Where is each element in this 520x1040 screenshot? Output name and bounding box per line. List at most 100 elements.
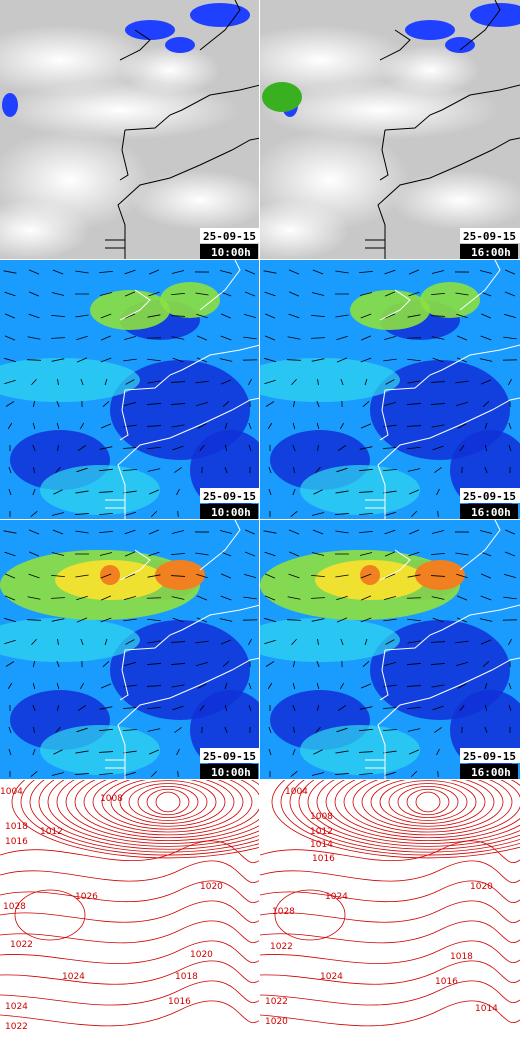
wind-arrow (197, 423, 207, 429)
wind-arrow (28, 573, 40, 579)
precip (2, 93, 18, 117)
isobar-label: 1020 (265, 1017, 288, 1027)
isobar (56, 780, 259, 844)
wind-arrow (480, 379, 492, 385)
wind-arrow (75, 270, 89, 274)
wind-arrow (264, 335, 276, 341)
isobar (65, 780, 259, 842)
wind-arrow (174, 727, 182, 733)
isobar-label: 1022 (5, 1022, 28, 1032)
wind-arrow (222, 400, 230, 408)
wind-arrow (149, 489, 159, 495)
date-label: 25-09-15 (463, 490, 516, 503)
wind-arrow (27, 596, 41, 600)
wind-arrow (56, 660, 60, 668)
wind-arrow (407, 706, 421, 710)
wind-arrow (55, 726, 61, 734)
wind-arrow (148, 529, 160, 535)
wind-arrow (384, 269, 396, 275)
wind-arrow (104, 378, 108, 386)
wind-arrow (336, 617, 348, 623)
wind-arrow (360, 683, 372, 689)
wind-arrow (508, 422, 512, 430)
isobar (260, 980, 520, 1006)
coastline (379, 389, 389, 441)
wind-arrow (432, 705, 444, 711)
wind-arrow (171, 270, 185, 274)
map-panel (260, 260, 520, 519)
wind-arrow (264, 379, 276, 385)
wind-arrow (222, 660, 230, 668)
wind-arrow (171, 575, 185, 577)
wind-arrow (335, 314, 349, 318)
wind-arrow (480, 335, 492, 341)
isobar (388, 783, 468, 821)
wind-arrow (224, 682, 228, 690)
wind-arrow (147, 685, 161, 687)
coastline (124, 344, 259, 391)
wind-arrow (360, 617, 372, 623)
wind-arrow (100, 617, 112, 623)
wind-arrow (431, 552, 445, 556)
wind-arrow (265, 401, 275, 407)
wind-arrow (461, 466, 463, 474)
wind-arrow (434, 727, 442, 733)
wind-arrow (437, 770, 439, 778)
wind-arrow (99, 270, 113, 274)
wind-arrow (287, 336, 301, 340)
isobar (146, 788, 190, 816)
wind-arrow (220, 291, 232, 297)
peak-field (100, 565, 120, 585)
wind-arrow (27, 359, 41, 361)
wind-arrow (455, 661, 469, 667)
wind-arrow (172, 617, 184, 623)
isobar (415, 791, 441, 813)
wind-arrow (317, 638, 319, 646)
wind-arrow (7, 422, 13, 430)
coastline (379, 649, 389, 701)
time-label: 16:00h (471, 766, 511, 779)
wind-arrow (504, 291, 516, 297)
isobar (74, 780, 259, 839)
wind-arrow (313, 749, 323, 755)
wind-arrow (149, 749, 159, 755)
wind-arrow (100, 423, 112, 429)
wind-arrow (244, 313, 256, 319)
wind-arrow (4, 595, 16, 601)
isobar (352, 780, 504, 833)
wind-arrow (199, 444, 205, 452)
wind-arrow (384, 551, 396, 557)
isobar-label: 1012 (40, 827, 63, 837)
wind-arrow (147, 425, 161, 427)
wind-arrow (75, 750, 89, 754)
wind-arrow (28, 551, 40, 557)
wind-arrow (484, 422, 488, 430)
wind-arrow (147, 468, 161, 472)
precip (445, 37, 475, 53)
wind-arrow (100, 595, 112, 601)
wind-arrow (75, 773, 89, 775)
wind-arrow (431, 403, 445, 405)
wind-arrow (248, 378, 252, 386)
wind-arrow (99, 552, 113, 556)
wind-arrow (31, 378, 37, 386)
wind-arrow (291, 638, 297, 646)
wind-arrow (220, 639, 232, 645)
wind-arrow (455, 292, 469, 296)
isobar-label: 1028 (3, 902, 26, 912)
wind-arrow (268, 748, 272, 756)
wind-arrow (288, 573, 300, 579)
cloud (0, 25, 150, 95)
wind-arrow (431, 530, 445, 534)
wind-arrow (177, 770, 179, 778)
wind-arrow (99, 512, 113, 516)
wind-arrow (124, 529, 136, 535)
wind-arrow (196, 313, 208, 319)
coastline (379, 260, 501, 321)
time-label: 10:00h (211, 766, 251, 779)
wind-arrow (219, 618, 233, 622)
coastline (105, 499, 125, 509)
wind-arrow (196, 573, 208, 579)
isobar-label: 1004 (0, 787, 23, 797)
wind-arrow (244, 291, 256, 297)
